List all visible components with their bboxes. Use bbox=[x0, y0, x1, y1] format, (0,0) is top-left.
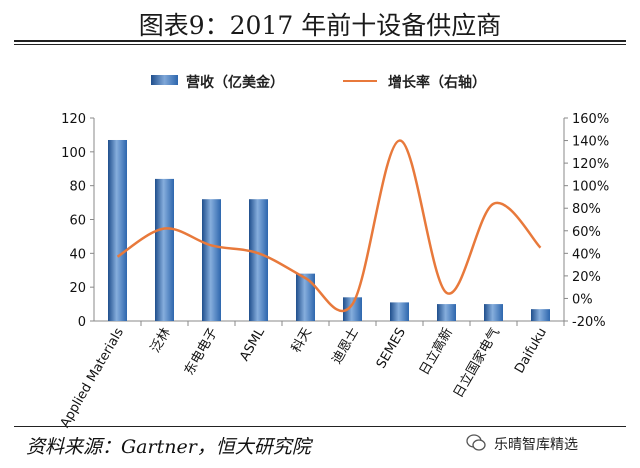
right-tick-label: 80% bbox=[572, 202, 601, 217]
wechat-icon bbox=[466, 434, 486, 451]
right-tick-label: 140% bbox=[572, 135, 609, 150]
category-label: Applied Materials bbox=[58, 325, 127, 430]
revenue-bar bbox=[343, 297, 362, 321]
category-label: SEMES bbox=[374, 326, 409, 372]
left-tick-label: 120 bbox=[61, 112, 86, 127]
right-tick-label: 0% bbox=[572, 292, 593, 307]
legend-line-swatch bbox=[343, 80, 377, 82]
category-label: Daifuku bbox=[512, 326, 550, 377]
category-label: 日立高新 bbox=[416, 325, 456, 378]
left-tick-label: 80 bbox=[69, 180, 86, 195]
watermark: 乐晴智库精选 bbox=[494, 437, 578, 453]
revenue-bar bbox=[484, 304, 503, 321]
left-tick-label: 20 bbox=[69, 281, 86, 296]
revenue-bar bbox=[108, 139, 127, 321]
revenue-bar bbox=[249, 199, 268, 321]
left-tick-label: 100 bbox=[61, 146, 86, 161]
revenue-bar bbox=[437, 304, 456, 321]
category-label: 东电电子 bbox=[182, 326, 221, 379]
revenue-bar bbox=[202, 199, 221, 321]
chart-title: 图表9：2017 年前十设备供应商 bbox=[138, 11, 502, 40]
revenue-bar bbox=[296, 273, 315, 321]
growth-rate-line bbox=[116, 139, 542, 313]
right-tick-label: -20% bbox=[572, 315, 606, 330]
source-rule bbox=[14, 426, 626, 427]
right-tick-label: 40% bbox=[572, 247, 601, 262]
legend-bar-label: 营收（亿美金） bbox=[186, 75, 284, 91]
category-label: 泛林 bbox=[148, 326, 174, 356]
category-label: ASML bbox=[237, 325, 268, 364]
left-tick-label: 60 bbox=[69, 214, 86, 229]
title-rule-bottom bbox=[14, 44, 626, 45]
right-tick-label: 160% bbox=[572, 112, 609, 127]
right-tick-label: 100% bbox=[572, 180, 609, 195]
legend-line-label: 增长率（右轴） bbox=[388, 75, 486, 91]
left-tick-label: 0 bbox=[78, 315, 86, 330]
right-tick-label: 20% bbox=[572, 270, 601, 285]
category-label: 日立国家电气 bbox=[450, 325, 503, 401]
title-rule-top bbox=[14, 40, 626, 42]
right-tick-label: 60% bbox=[572, 225, 601, 240]
category-label: 迪恩士 bbox=[329, 326, 361, 367]
revenue-bar bbox=[155, 178, 174, 321]
source-note: 资料来源：Gartner，恒大研究院 bbox=[26, 436, 311, 458]
legend-bar-swatch bbox=[151, 75, 178, 85]
category-label: 科天 bbox=[289, 326, 315, 356]
revenue-bar bbox=[390, 302, 409, 321]
left-tick-label: 40 bbox=[69, 247, 86, 262]
right-tick-label: 120% bbox=[572, 157, 609, 172]
revenue-bar bbox=[531, 309, 550, 321]
